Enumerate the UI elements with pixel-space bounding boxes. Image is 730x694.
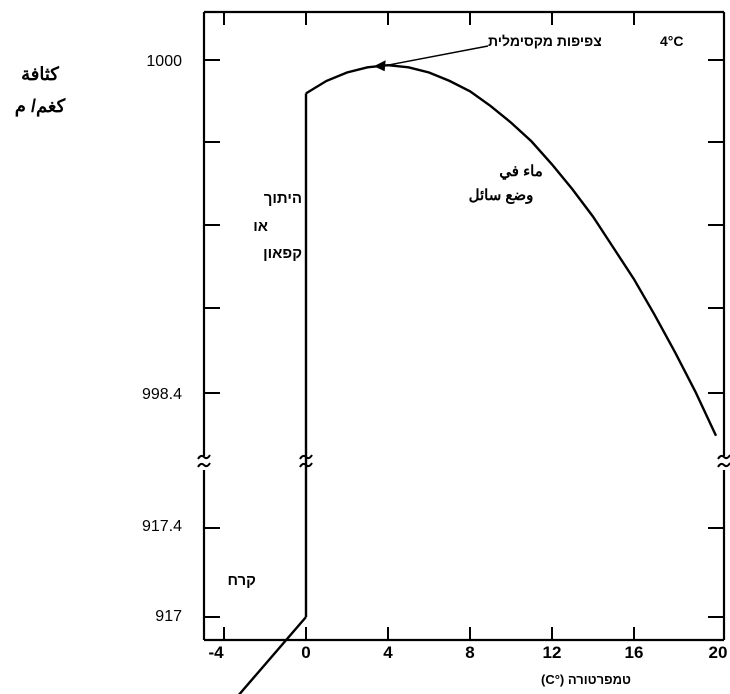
y-tick-label: 1000 [146, 53, 182, 70]
x-tick-label: 0 [301, 643, 310, 662]
axis-break-mark [197, 454, 211, 460]
y-tick-labels: 1000 998.4 917.4 917 [142, 53, 182, 625]
liquid-label-line2: وضع سائل [468, 187, 534, 204]
axis-break-mark [717, 462, 730, 468]
series-line-ice [238, 616, 307, 694]
arrow-head [373, 60, 386, 72]
x-tick-label: 12 [543, 643, 562, 662]
max-density-temp-label: 4°C [660, 33, 684, 49]
arrow-shaft [381, 45, 489, 67]
melt-label-line2: או [253, 218, 268, 235]
x-axis-label: טמפרטורה (°C) [541, 672, 631, 687]
ice-label: קרח [227, 572, 256, 589]
y-tick-label: 917.4 [142, 518, 182, 535]
y-axis-label-line1: كثافة [21, 64, 59, 84]
axis-break-mark [717, 454, 730, 460]
max-density-arrow [373, 45, 489, 72]
axis-ticks [204, 12, 724, 640]
y-axis-label-line2: كغم/ م [14, 96, 66, 116]
melt-label-line1: היתוך [263, 190, 302, 207]
melt-label-line3: קפאון [263, 245, 302, 262]
x-tick-label: 4 [383, 643, 393, 662]
x-tick-label: 20 [709, 643, 728, 662]
axis-break-mark [197, 462, 211, 468]
series-line-liquid-water [305, 63, 718, 437]
series-lines [238, 63, 718, 694]
axis-break-marks [197, 454, 730, 468]
x-tick-labels: -4 0 4 8 12 16 20 [208, 643, 727, 662]
liquid-label-line1: ماء في [499, 163, 543, 180]
x-tick-label: 16 [625, 643, 644, 662]
plot-frame [202, 10, 726, 642]
max-density-label: צפיפות מקסימלית [488, 33, 602, 49]
y-tick-label: 917 [155, 608, 182, 625]
y-tick-label: 998.4 [142, 386, 182, 403]
x-tick-label: -4 [208, 643, 224, 662]
x-tick-label: 8 [465, 643, 474, 662]
